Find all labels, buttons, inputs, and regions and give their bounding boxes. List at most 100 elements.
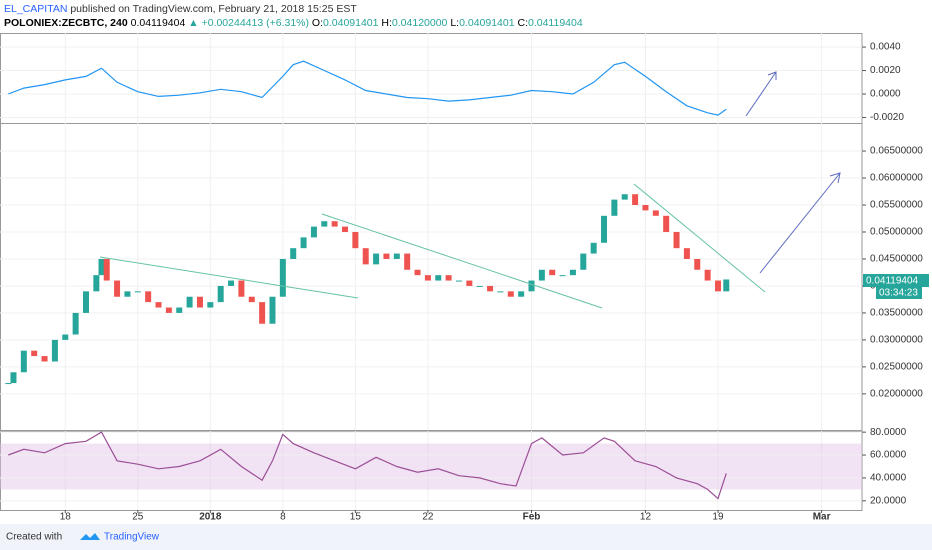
x-tick-label: 8	[280, 512, 286, 523]
rsi-band	[0, 443, 862, 490]
change: +0.00244413 (+6.31%)	[202, 17, 309, 29]
candle	[331, 221, 338, 227]
footer-brand[interactable]: TradingView	[104, 532, 160, 543]
candle	[714, 280, 721, 292]
candle	[217, 285, 224, 303]
candle	[207, 302, 214, 308]
candle	[590, 242, 597, 254]
candle	[663, 215, 670, 232]
o-label: O:	[312, 17, 323, 29]
symbol: POLONIEX:ZECBTC, 240	[4, 17, 128, 29]
y-tick-label: 60.0000	[870, 450, 907, 461]
candle	[673, 231, 680, 249]
trend-line	[633, 183, 766, 293]
x-tick-label: 15	[350, 512, 362, 523]
candle	[414, 269, 421, 276]
countdown: 03:34:23	[879, 288, 918, 299]
arrow-line	[759, 172, 841, 274]
candle	[528, 280, 535, 292]
y-tick-label: 80.0000	[870, 427, 907, 438]
candle	[569, 269, 576, 276]
panes: 0.0040 0.0020 0.0000 -0.0020 0.06500000 0.060…	[0, 33, 923, 523]
x-tick-label: 19	[712, 512, 724, 523]
x-tick-label: 18	[60, 512, 72, 523]
candle	[487, 285, 494, 292]
candle	[466, 280, 473, 286]
y-tick-label: 0.03500000	[870, 308, 923, 319]
arrow-line	[745, 71, 777, 117]
candle	[124, 291, 131, 297]
trend-line	[321, 213, 603, 309]
x-tick-label: 25	[132, 512, 144, 523]
candle	[580, 253, 587, 270]
open: 0.04091401	[323, 17, 379, 29]
candle	[228, 280, 235, 286]
trend-line	[99, 256, 359, 299]
candle	[507, 291, 514, 297]
x-tick-label: 2018	[199, 512, 222, 523]
candle	[238, 280, 245, 297]
drawings	[99, 71, 841, 309]
candle	[723, 279, 730, 292]
y-tick-label: 0.04500000	[870, 254, 923, 265]
y-tick-label: 0.06000000	[870, 173, 923, 184]
candle	[321, 221, 328, 227]
brand-logo[interactable]	[80, 533, 100, 540]
candle	[445, 275, 452, 281]
candle	[31, 350, 38, 357]
candle	[518, 291, 525, 297]
candle	[383, 253, 390, 259]
candle	[269, 296, 276, 324]
candle	[404, 253, 411, 270]
candle	[51, 339, 58, 362]
h-label: H:	[381, 17, 392, 29]
y-tick-label: 0.03000000	[870, 335, 923, 346]
candle	[476, 285, 483, 287]
quote-line: POLONIEX:ZECBTC, 240 0.04119404 ▲ +0.002…	[4, 17, 583, 29]
low: 0.04091401	[459, 17, 515, 29]
candle	[621, 194, 628, 200]
y-tick-label: 0.0020	[870, 65, 901, 76]
pane-border	[0, 123, 863, 431]
candle	[10, 372, 17, 384]
candle	[196, 296, 203, 308]
y-tick-label: 0.0000	[870, 89, 901, 100]
price-tag: 0.04119404	[866, 276, 919, 287]
candle	[538, 269, 545, 281]
candle	[694, 258, 701, 270]
candle	[342, 226, 349, 232]
candle	[373, 253, 380, 265]
candle	[62, 334, 69, 340]
candle	[186, 296, 193, 308]
author[interactable]: EL_CAPITAN	[4, 3, 67, 15]
candle	[41, 356, 48, 362]
candle	[248, 296, 255, 303]
candle	[683, 248, 690, 259]
candle	[704, 269, 711, 281]
x-tick-label: 12	[640, 512, 652, 523]
l-label: L:	[450, 17, 459, 29]
footer-bar	[0, 524, 932, 550]
y-tick-label: 0.02000000	[870, 388, 923, 399]
close: 0.04119404	[528, 17, 583, 29]
candle	[497, 291, 504, 293]
candle	[114, 280, 121, 297]
candle	[279, 258, 286, 297]
y-tick-label: 40.0000	[870, 473, 907, 484]
candle	[601, 215, 608, 243]
c-label: C:	[518, 17, 529, 29]
indicator-line	[8, 431, 727, 500]
candle	[559, 275, 566, 277]
y-tick-label: 0.05500000	[870, 200, 923, 211]
price-tag-box	[863, 274, 929, 287]
candle	[611, 199, 618, 216]
header-line: EL_CAPITAN published on TradingView.com,…	[4, 3, 357, 15]
candle	[72, 312, 79, 335]
candle	[155, 302, 162, 308]
x-tick-label: Feb	[523, 512, 541, 523]
candle	[20, 350, 27, 373]
arrow: ▲	[188, 17, 198, 29]
candle	[165, 307, 172, 313]
candle	[176, 307, 183, 313]
